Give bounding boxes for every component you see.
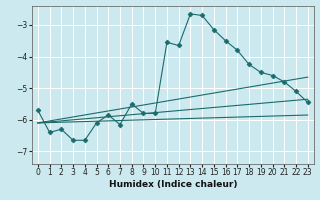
X-axis label: Humidex (Indice chaleur): Humidex (Indice chaleur): [108, 180, 237, 189]
